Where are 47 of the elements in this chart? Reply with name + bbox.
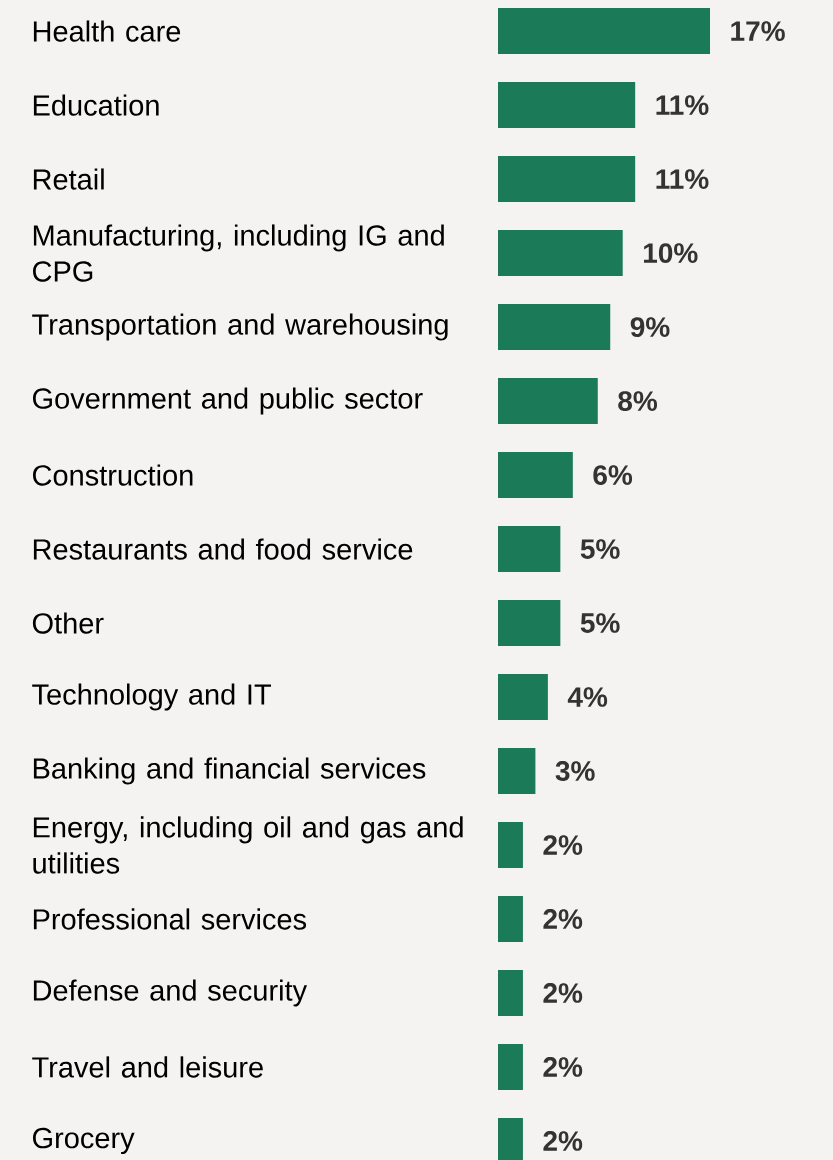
data-label: 8% (618, 391, 658, 411)
bar (497, 526, 561, 573)
y-tick-label: Grocery (32, 1127, 135, 1155)
data-label: 2% (543, 1057, 583, 1077)
y-tick-label: Restaurants and food service (33, 538, 413, 560)
bar (497, 748, 536, 795)
y-tick-label: Travel and leisure (32, 1056, 263, 1078)
data-label: 2% (543, 835, 583, 855)
bar (497, 896, 523, 942)
data-label: 4% (567, 687, 608, 707)
data-label: 3% (555, 761, 595, 781)
bar (497, 156, 636, 203)
data-label: 5% (580, 539, 620, 559)
bar (497, 378, 598, 425)
bar (497, 600, 561, 647)
y-tick-label: Technology and IT (32, 683, 271, 711)
y-tick-label: Retail (33, 168, 104, 190)
bar (497, 1043, 523, 1090)
y-tick-label: Construction (33, 464, 193, 486)
data-label: 11% (656, 95, 709, 115)
y-tick-label: Manufacturing, including IG and CPG (33, 224, 444, 282)
data-label: 17% (731, 21, 785, 41)
data-label: 9% (630, 317, 670, 337)
bar (497, 304, 611, 351)
data-label: 5% (580, 613, 620, 633)
bar (497, 8, 711, 55)
bar (497, 822, 523, 868)
data-label: 10% (644, 243, 698, 263)
y-tick-label: Transportation and warehousing (32, 313, 448, 341)
data-label: 2% (543, 1131, 583, 1151)
bar (497, 230, 623, 277)
y-tick-label: Energy, including oil and gas and utilities (33, 816, 463, 874)
data-label: 2% (543, 983, 583, 1003)
y-tick-label: Banking and financial services (33, 757, 426, 785)
y-tick-label: Professional services (33, 908, 307, 930)
data-label: 6% (593, 465, 633, 485)
y-tick-label: Health care (33, 20, 181, 42)
bar (497, 969, 523, 1016)
bar (497, 82, 636, 129)
y-tick-label: Other (32, 612, 104, 634)
y-tick-label: Defense and security (33, 979, 308, 1007)
data-label: 2% (543, 909, 583, 929)
data-label: 11% (656, 169, 709, 189)
bar (497, 674, 548, 721)
y-tick-label: Education (33, 94, 159, 116)
bar (497, 452, 573, 499)
y-tick-label: Government and public sector (32, 387, 423, 415)
